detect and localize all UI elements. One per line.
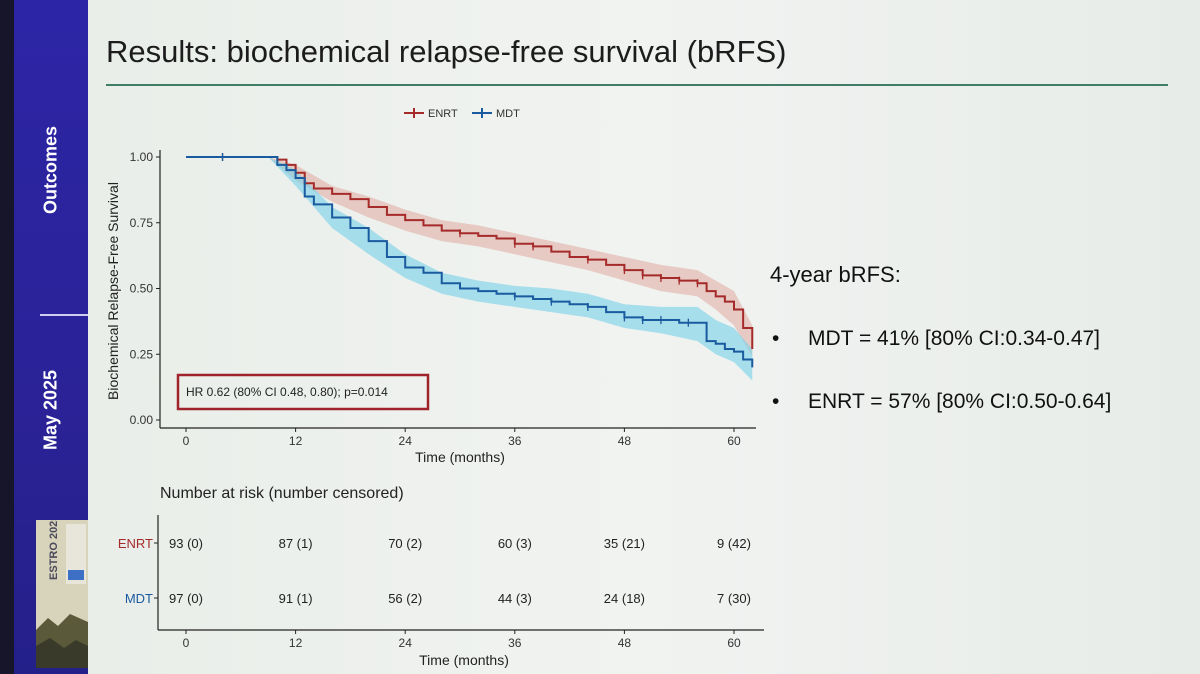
risk-cell: 35 (21)	[604, 536, 645, 551]
x-tick-label: 24	[399, 434, 413, 448]
risk-cell: 60 (3)	[498, 536, 532, 551]
axes: 0.00 0.25 0.50 0.75 1.00 0 12 24 36 48 60 Time (mon…	[105, 150, 756, 465]
y-tick-label: 0.00	[130, 413, 154, 427]
slide: Results: biochemical relapse-free surviv…	[88, 0, 1200, 674]
confidence-bands	[186, 157, 753, 381]
x-tick-label: 0	[183, 434, 190, 448]
risk-x-tick-label: 0	[183, 636, 190, 650]
legend-label: MDT	[496, 108, 520, 120]
bullet-mdt-text: MDT = 41% [80% CI:0.34-0.47]	[808, 327, 1101, 350]
risk-cell: 97 (0)	[169, 591, 203, 606]
risk-cell: 93 (0)	[169, 536, 203, 551]
survival-line-mdt	[186, 156, 754, 368]
legend-label: ENRT	[428, 108, 458, 120]
x-tick-label: 36	[508, 434, 522, 448]
risk-cell: 7 (30)	[717, 591, 751, 606]
bullet-enrt-text: ENRT = 57% [80% CI:0.50-0.64]	[808, 390, 1112, 413]
risk-x-tick-label: 60	[727, 636, 741, 650]
thumbnail-graphic	[36, 520, 88, 668]
bullet-enrt: • ENRT = 57% [80% CI:0.50-0.64]	[772, 390, 1111, 414]
y-tick-label: 0.75	[130, 216, 154, 230]
bullet-mdt: • MDT = 41% [80% CI:0.34-0.47]	[772, 327, 1100, 351]
thumbnail-label: ESTRO 2025	[48, 520, 60, 580]
y-tick-label: 0.50	[130, 282, 154, 296]
bullet-dot: •	[772, 390, 780, 413]
legend: ENRT MDT	[404, 108, 520, 120]
risk-row-label: ENRT	[118, 536, 153, 551]
sidebar-divider	[40, 314, 88, 316]
ci-band-mdt	[186, 157, 753, 381]
x-tick-label: 48	[618, 434, 632, 448]
title-underline	[106, 84, 1168, 86]
risk-table-title: Number at risk (number censored)	[160, 485, 404, 502]
risk-x-axis-title: Time (months)	[419, 652, 509, 668]
risk-x-tick-label: 24	[399, 636, 413, 650]
hr-annotation: HR 0.62 (80% CI 0.48, 0.80); p=0.014	[186, 385, 388, 399]
risk-x-tick-label: 36	[508, 636, 522, 650]
y-tick-label: 0.25	[130, 347, 154, 361]
sidebar: Outcomes May 2025 ESTRO 2025	[14, 0, 88, 674]
y-tick-label: 1.00	[130, 150, 154, 164]
bfrs-heading: 4-year bRFS:	[770, 262, 901, 287]
x-tick-label: 60	[727, 434, 741, 448]
risk-table: Number at risk (number censored) ENRT 93 (…	[118, 485, 764, 668]
risk-cell: 44 (3)	[498, 591, 532, 606]
section-label: Outcomes	[40, 125, 61, 215]
y-axis-title: Biochemical Relapse-Free Survival	[105, 182, 121, 400]
risk-row-label: MDT	[125, 591, 153, 606]
conference-thumbnail: ESTRO 2025	[36, 520, 88, 668]
risk-cell: 87 (1)	[279, 536, 313, 551]
km-chart: ENRT MDT 0.00 0.25 0.50 0.75 1.00 0 12 24 36 48 60 T…	[105, 108, 764, 668]
date-label: May 2025	[40, 369, 61, 451]
risk-cell: 70 (2)	[388, 536, 422, 551]
x-axis-title: Time (months)	[415, 449, 505, 465]
risk-x-tick-label: 48	[618, 636, 632, 650]
x-tick-label: 12	[289, 434, 303, 448]
hr-annotation-box	[176, 373, 430, 411]
risk-cell: 91 (1)	[279, 591, 313, 606]
slide-title: Results: biochemical relapse-free surviv…	[106, 34, 787, 69]
risk-cell: 9 (42)	[717, 536, 751, 551]
risk-cell: 24 (18)	[604, 591, 645, 606]
risk-x-tick-label: 12	[289, 636, 303, 650]
survival-curves	[186, 153, 754, 368]
bullet-dot: •	[772, 327, 780, 350]
risk-cell: 56 (2)	[388, 591, 422, 606]
